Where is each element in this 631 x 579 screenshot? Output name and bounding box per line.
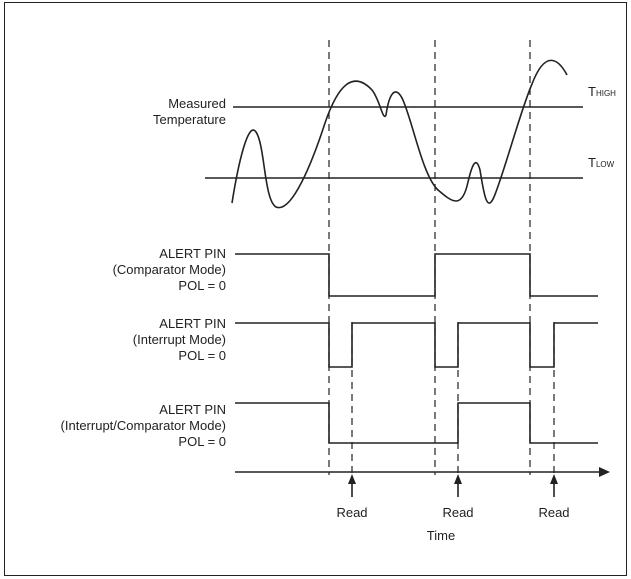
interrupt-line-1: ALERT PIN	[159, 316, 226, 331]
read-arrowhead-2	[454, 474, 462, 484]
t-low-label: TLOW	[588, 155, 614, 173]
figure-frame	[4, 2, 627, 576]
read-label-1: Read	[336, 505, 368, 520]
int-comp-label: ALERT PIN (Interrupt/Comparator Mode) PO…	[10, 402, 226, 450]
comparator-line-3: POL = 0	[178, 278, 226, 293]
comparator-label: ALERT PIN (Comparator Mode) POL = 0	[40, 246, 226, 294]
comparator-line-2: (Comparator Mode)	[112, 262, 226, 277]
measured-temperature-line-2: Temperature	[153, 112, 226, 127]
measured-temperature-label: Measured Temperature	[110, 96, 226, 128]
t-low-main: T	[588, 155, 596, 170]
t-low-subscript: LOW	[595, 160, 615, 169]
int-comp-line-3: POL = 0	[178, 434, 226, 449]
read-label-3: Read	[538, 505, 570, 520]
interrupt-line-3: POL = 0	[178, 348, 226, 363]
read-arrowhead-3	[550, 474, 558, 484]
measured-temperature-line-1: Measured	[168, 96, 226, 111]
interrupt-signal	[235, 322, 598, 368]
read-label-2: Read	[442, 505, 474, 520]
interrupt-line-2: (Interrupt Mode)	[132, 332, 226, 347]
time-label: Time	[426, 528, 456, 543]
t-high-label: THIGH	[588, 84, 616, 102]
comparator-line-1: ALERT PIN	[159, 246, 226, 261]
read-arrowhead-1	[348, 474, 356, 484]
int-comp-signal	[235, 402, 598, 444]
int-comp-line-1: ALERT PIN	[159, 402, 226, 417]
comparator-signal	[235, 253, 598, 297]
interrupt-label: ALERT PIN (Interrupt Mode) POL = 0	[40, 316, 226, 364]
temperature-waveform	[231, 59, 568, 209]
t-high-subscript: HIGH	[595, 89, 616, 98]
time-axis-arrowhead	[599, 467, 610, 477]
t-high-main: T	[588, 84, 596, 99]
int-comp-line-2: (Interrupt/Comparator Mode)	[60, 418, 226, 433]
